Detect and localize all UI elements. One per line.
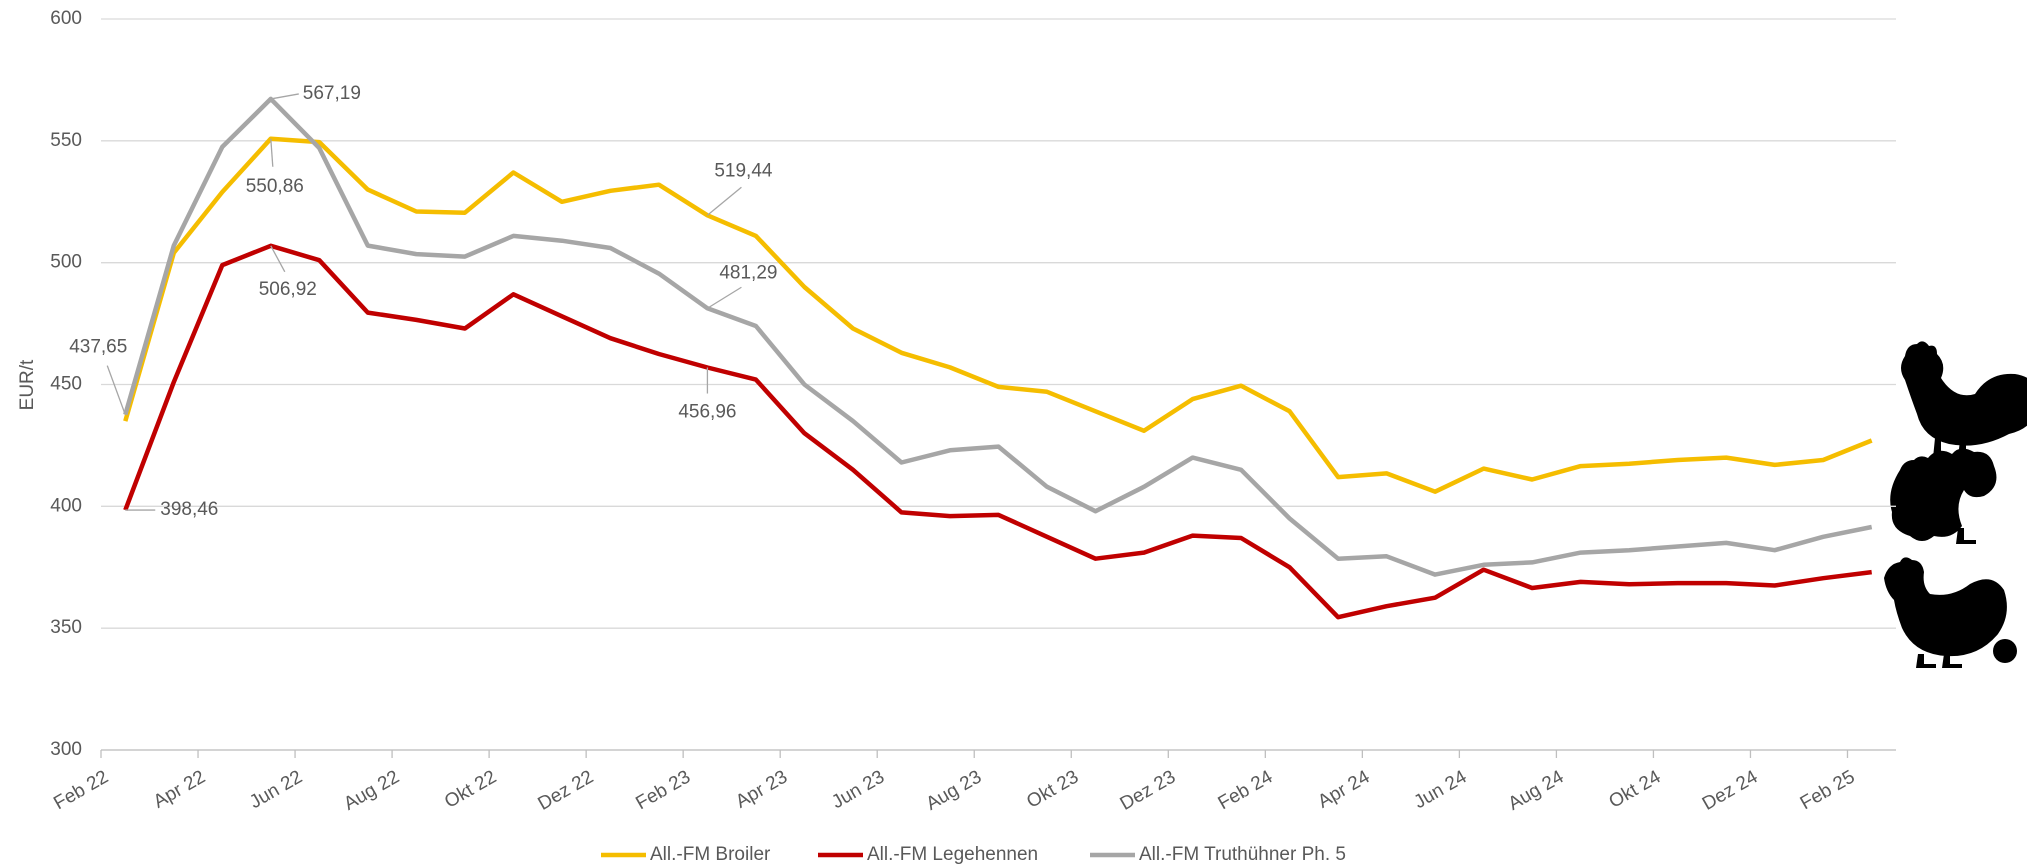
- data-label: 437,65: [69, 337, 127, 358]
- x-tick-label: Jun 23: [828, 766, 888, 813]
- y-tick-label: 300: [50, 739, 82, 760]
- x-tick-label: Okt 24: [1605, 766, 1664, 812]
- x-tick-label: Okt 23: [1023, 766, 1082, 812]
- x-tick-label: Aug 23: [923, 766, 986, 814]
- legend-label: All.-FM Legehennen: [867, 844, 1038, 865]
- series-line: [123, 243, 1872, 620]
- leader-line: [707, 186, 742, 216]
- rooster-icon: [1901, 341, 2027, 458]
- icons: [1884, 341, 2027, 668]
- x-tick-label: Feb 22: [50, 766, 112, 814]
- data-label: 567,19: [303, 83, 361, 104]
- turkey-icon: [1890, 448, 1997, 544]
- leader-line: [270, 93, 299, 100]
- y-tick-label: 600: [50, 8, 82, 29]
- leader-line: [106, 365, 126, 415]
- legend-label: All.-FM Truthühner Ph. 5: [1139, 844, 1346, 865]
- x-tick-label: Apr 24: [1314, 766, 1373, 812]
- leader-line: [707, 286, 742, 309]
- data-label: 398,46: [160, 499, 218, 520]
- y-tick-label: 550: [50, 130, 82, 151]
- x-tick-label: Dez 23: [1117, 766, 1180, 814]
- y-axis-title: EUR/t: [17, 359, 38, 410]
- egg-icon: [1993, 639, 2017, 663]
- x-tick-label: Apr 23: [732, 766, 791, 812]
- y-tick-label: 350: [50, 617, 82, 638]
- x-tick-label: Aug 22: [340, 766, 403, 814]
- x-tick-label: Okt 22: [441, 766, 500, 812]
- x-tick-label: Jun 22: [246, 766, 306, 813]
- data-label: 456,96: [678, 402, 736, 423]
- leader-line: [270, 245, 286, 273]
- legend-label: All.-FM Broiler: [650, 844, 771, 865]
- series-line: [123, 136, 1873, 494]
- x-tick-label: Feb 25: [1797, 766, 1859, 814]
- x-tick-label: Dez 24: [1699, 766, 1762, 815]
- y-tick-label: 450: [50, 374, 82, 395]
- data-label: 481,29: [719, 262, 777, 283]
- y-tick-label: 400: [50, 495, 82, 516]
- x-tick-label: Aug 24: [1505, 766, 1568, 815]
- data-label: 506,92: [259, 279, 317, 300]
- x-tick-label: Dez 22: [535, 766, 598, 814]
- x-tick-label: Feb 23: [632, 766, 694, 814]
- data-label: 550,86: [246, 176, 304, 197]
- x-tick-label: Apr 22: [150, 766, 209, 812]
- x-tick-label: Feb 24: [1215, 766, 1277, 814]
- leader-line: [270, 138, 274, 167]
- hen-icon: [1884, 557, 2007, 668]
- y-tick-label: 500: [50, 252, 82, 273]
- series-line: [123, 96, 1873, 577]
- x-tick-label: Jun 24: [1410, 766, 1470, 813]
- data-label: 519,44: [714, 160, 773, 181]
